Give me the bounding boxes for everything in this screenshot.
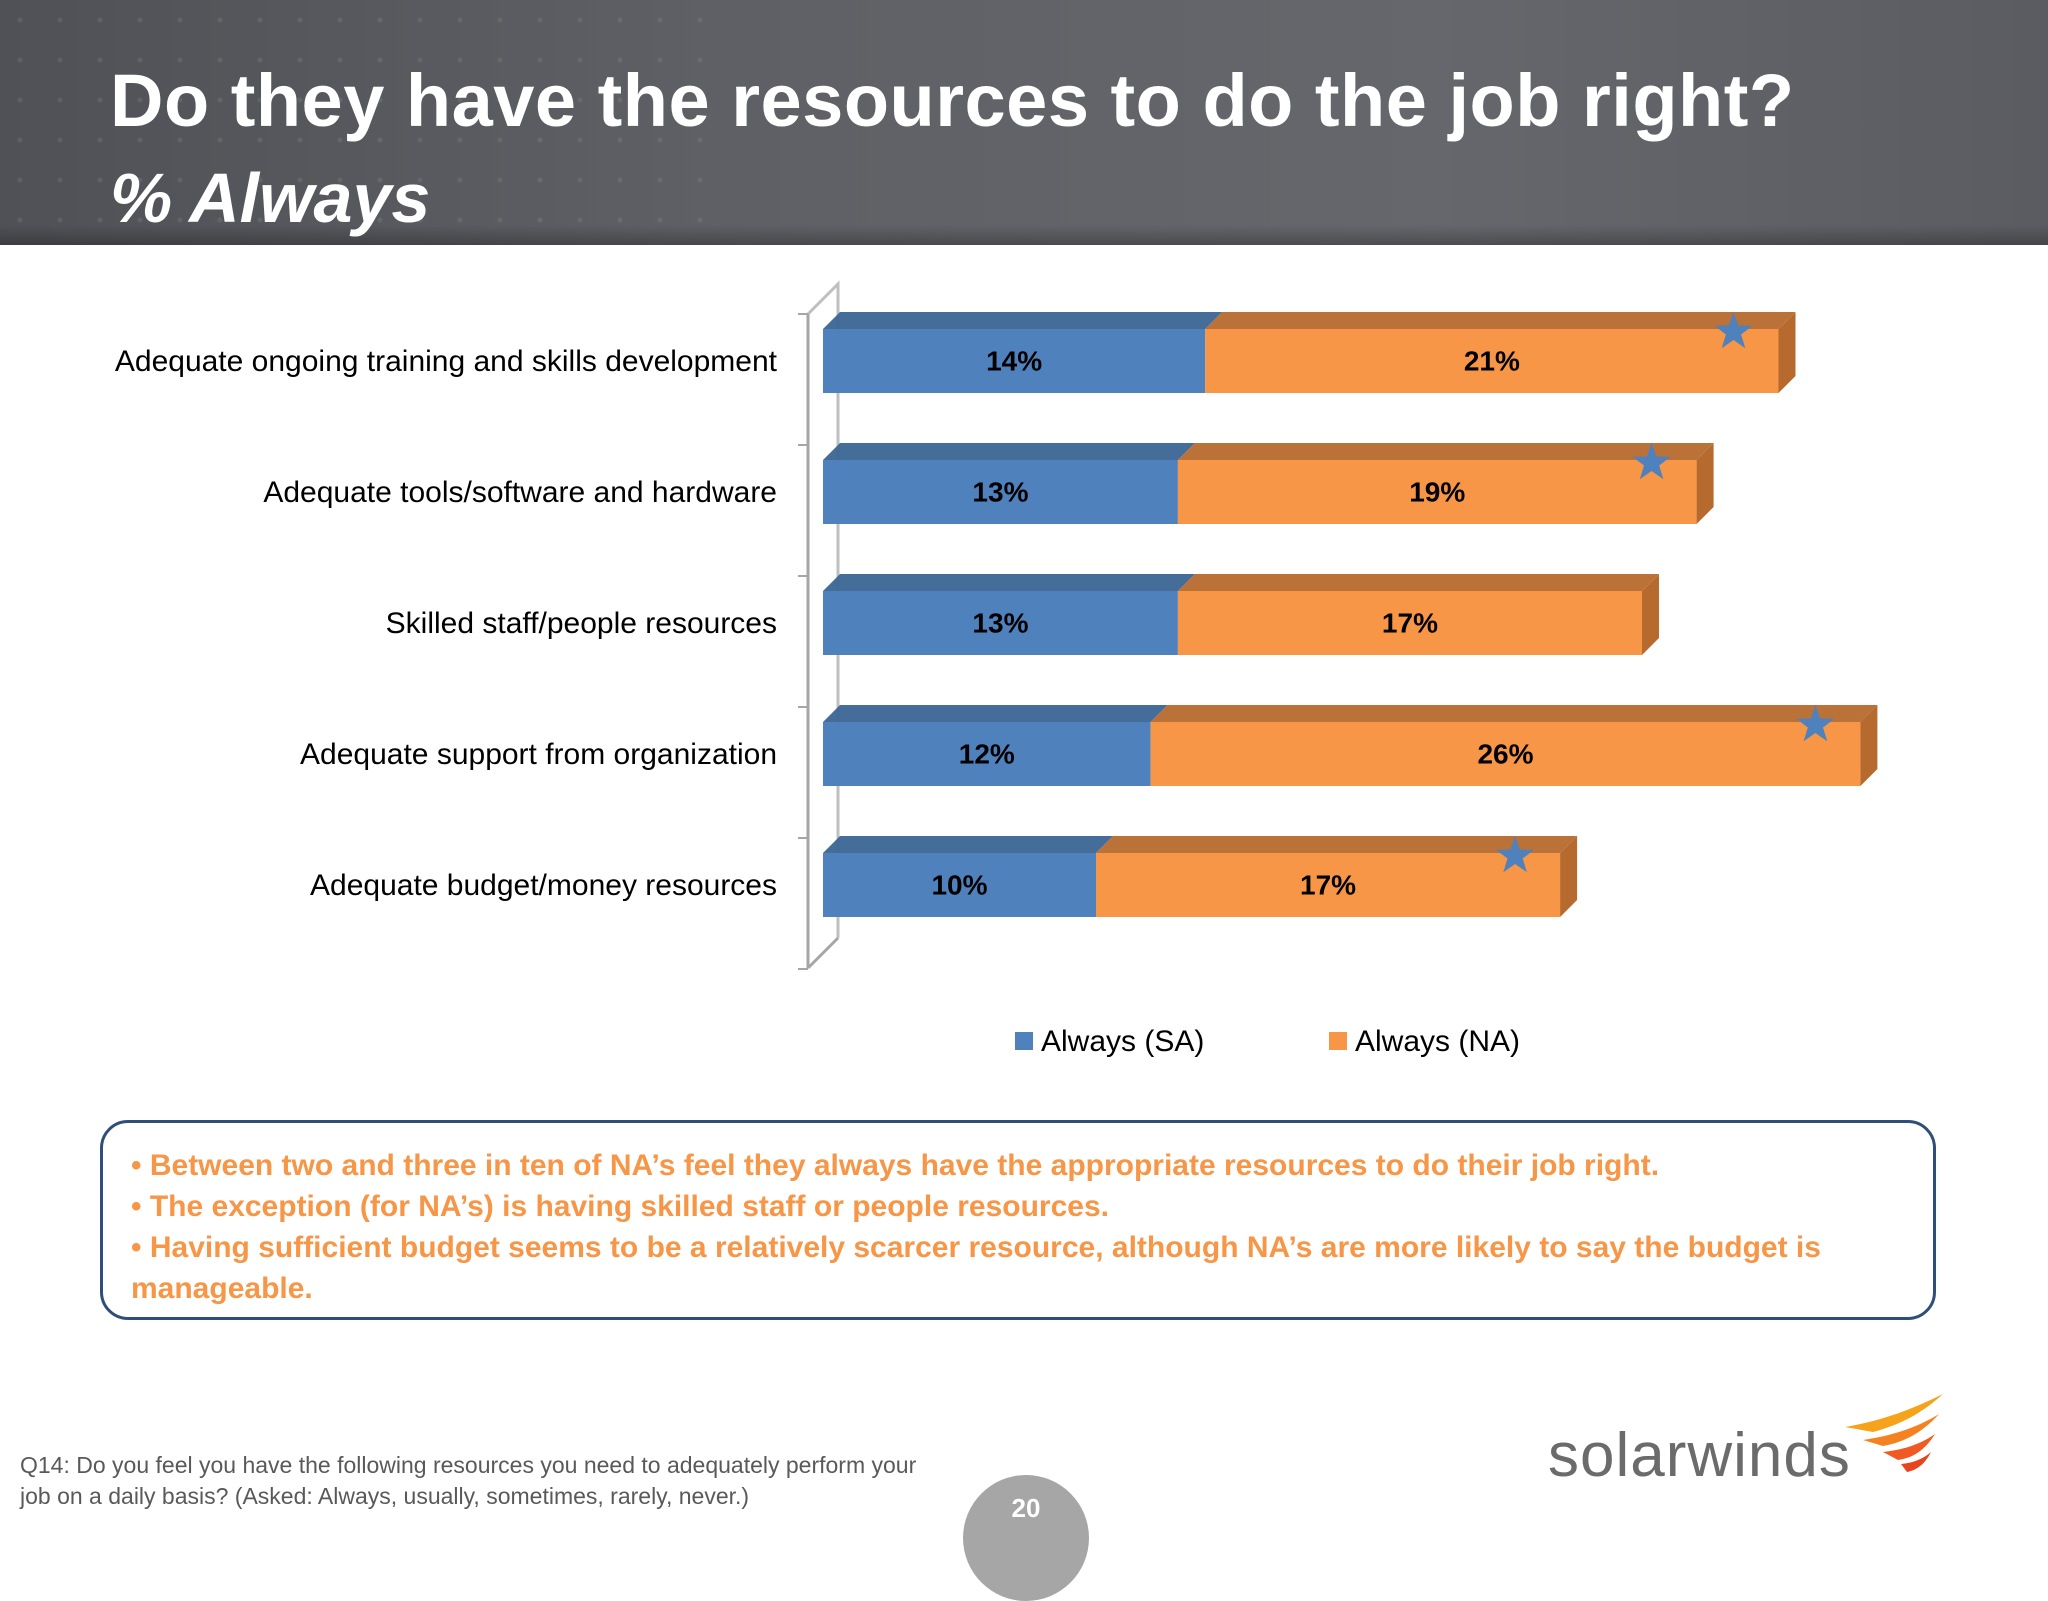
page-number: 20 xyxy=(1011,1493,1041,1523)
data-label: 17% xyxy=(1300,869,1356,900)
star-icon xyxy=(1632,443,1671,480)
bar-segment xyxy=(823,853,1096,917)
bar-segment xyxy=(1150,722,1861,786)
bar-side-face xyxy=(1696,443,1714,524)
bar-segment xyxy=(1205,329,1779,393)
slide-subtitle: % Always xyxy=(110,159,431,237)
bar-side-face xyxy=(1560,836,1578,917)
summary-box: • Between two and three in ten of NA’s f… xyxy=(100,1120,1936,1320)
bar-segment xyxy=(823,329,1206,393)
bar-segment xyxy=(1177,460,1697,524)
bar-top-face xyxy=(1177,574,1659,591)
data-label: 21% xyxy=(1464,345,1520,376)
header-shadow xyxy=(0,225,2048,245)
data-label: 12% xyxy=(959,738,1015,769)
bar-top-face xyxy=(1150,705,1878,722)
solarwinds-logo: solarwinds xyxy=(1548,1392,1948,1502)
slide-header: Do they have the resources to do the job… xyxy=(0,0,2048,245)
category-label: Adequate tools/software and hardware xyxy=(263,476,777,509)
category-label: Adequate budget/money resources xyxy=(310,869,777,902)
bar-top-face xyxy=(1096,836,1578,853)
data-label: 10% xyxy=(931,869,987,900)
bar-segment xyxy=(823,460,1178,524)
bar-segment xyxy=(823,591,1178,655)
bar-segment xyxy=(1177,591,1642,655)
header-dot-pattern xyxy=(0,0,720,245)
star-icon xyxy=(1496,836,1535,873)
bar-side-face xyxy=(1860,705,1878,786)
category-label: Adequate ongoing training and skills dev… xyxy=(115,345,778,378)
bar-top-face xyxy=(823,443,1195,460)
legend-label: Always (SA) xyxy=(1041,1025,1204,1058)
bar-segment xyxy=(823,722,1151,786)
slide-title: Do they have the resources to do the job… xyxy=(110,59,1795,142)
data-label: 26% xyxy=(1477,738,1533,769)
data-label: 13% xyxy=(972,607,1028,638)
star-icon xyxy=(1796,705,1835,742)
bar-segment xyxy=(1096,853,1561,917)
data-label: 19% xyxy=(1409,476,1465,507)
legend-swatch xyxy=(1329,1032,1347,1050)
bar-top-face xyxy=(823,312,1223,329)
legend-swatch xyxy=(1015,1032,1033,1050)
data-label: 13% xyxy=(972,476,1028,507)
summary-bullet-2: • The exception (for NA’s) is having ski… xyxy=(131,1190,1109,1223)
bar-top-face xyxy=(1177,443,1714,460)
legend-label: Always (NA) xyxy=(1355,1025,1520,1058)
bar-side-face xyxy=(1778,312,1796,393)
summary-bullet-1: • Between two and three in ten of NA’s f… xyxy=(131,1149,1660,1182)
stacked-bar-chart: Adequate ongoing training and skills dev… xyxy=(115,280,1878,1058)
bar-top-face xyxy=(823,574,1195,591)
solarwinds-flame-icon xyxy=(1845,1394,1943,1472)
y-axis-bottom-edge xyxy=(806,936,840,970)
bar-top-face xyxy=(1205,312,1796,329)
star-icon xyxy=(1714,312,1753,349)
bar-top-face xyxy=(823,836,1113,853)
category-label: Skilled staff/people resources xyxy=(386,607,777,640)
bar-side-face xyxy=(1642,574,1659,655)
bar-top-face xyxy=(823,705,1168,722)
category-label: Adequate support from organization xyxy=(300,738,777,771)
page-number-badge: 20 xyxy=(963,1475,1089,1601)
question-footnote: Q14: Do you feel you have the following … xyxy=(20,1452,917,1509)
summary-bullet-3: • Having sufficient budget seems to be a… xyxy=(131,1231,1821,1305)
logo-wordmark: solarwinds xyxy=(1548,1421,1851,1490)
data-label: 17% xyxy=(1382,607,1438,638)
data-label: 14% xyxy=(986,345,1042,376)
